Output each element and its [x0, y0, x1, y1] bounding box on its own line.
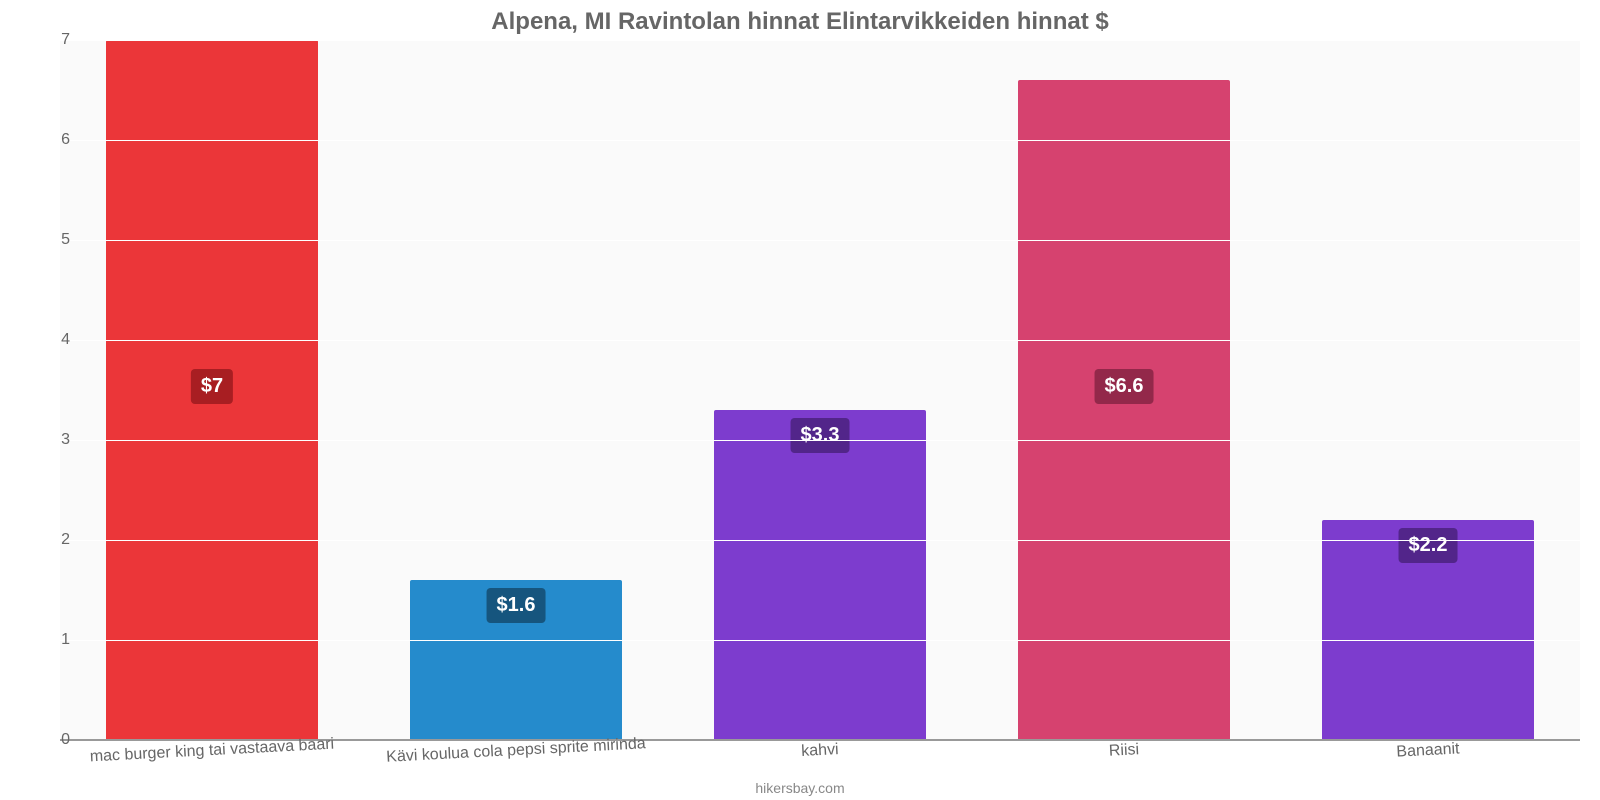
x-axis-label: kahvi [801, 741, 839, 761]
gridline [60, 340, 1580, 341]
y-tick-label: 6 [30, 131, 70, 149]
bar: $3.3 [714, 410, 927, 740]
y-tick-label: 1 [30, 631, 70, 649]
x-axis-labels: mac burger king tai vastaava baariKävi k… [60, 742, 1580, 772]
bar-value-label: $7 [191, 369, 233, 404]
bar-slot: $7 [60, 40, 364, 740]
bar-value-label: $3.3 [791, 418, 850, 453]
x-label-slot: Banaanit [1276, 742, 1580, 772]
x-axis-label: Banaanit [1396, 740, 1460, 761]
bar-slot: $2.2 [1276, 40, 1580, 740]
y-tick-label: 2 [30, 531, 70, 549]
x-label-slot: Kävi koulua cola pepsi sprite mirinda [364, 742, 668, 772]
gridline [60, 40, 1580, 41]
x-label-slot: kahvi [668, 742, 972, 772]
y-tick-label: 7 [30, 31, 70, 49]
bar: $7 [106, 40, 319, 740]
bar-slot: $1.6 [364, 40, 668, 740]
gridline [60, 140, 1580, 141]
y-tick-label: 0 [30, 731, 70, 749]
x-label-slot: mac burger king tai vastaava baari [60, 742, 364, 772]
gridline [60, 240, 1580, 241]
gridline [60, 540, 1580, 541]
plot-area: $7 $1.6 $3.3 $6.6 $2.2 [60, 40, 1580, 740]
x-axis-label: Riisi [1108, 741, 1139, 761]
bar-slot: $3.3 [668, 40, 972, 740]
bar: $1.6 [410, 580, 623, 740]
x-label-slot: Riisi [972, 742, 1276, 772]
bars-container: $7 $1.6 $3.3 $6.6 $2.2 [60, 40, 1580, 740]
bar-value-label: $1.6 [487, 588, 546, 623]
y-tick-label: 5 [30, 231, 70, 249]
gridline [60, 640, 1580, 641]
bar-slot: $6.6 [972, 40, 1276, 740]
gridline [60, 440, 1580, 441]
y-tick-label: 3 [30, 431, 70, 449]
bar-chart: Alpena, MI Ravintolan hinnat Elintarvikk… [0, 0, 1600, 800]
bar-value-label: $2.2 [1399, 528, 1458, 563]
chart-title: Alpena, MI Ravintolan hinnat Elintarvikk… [0, 8, 1600, 36]
bar: $2.2 [1322, 520, 1535, 740]
chart-footer: hikersbay.com [0, 780, 1600, 796]
bar: $6.6 [1018, 80, 1231, 740]
y-tick-label: 4 [30, 331, 70, 349]
bar-value-label: $6.6 [1095, 369, 1154, 404]
